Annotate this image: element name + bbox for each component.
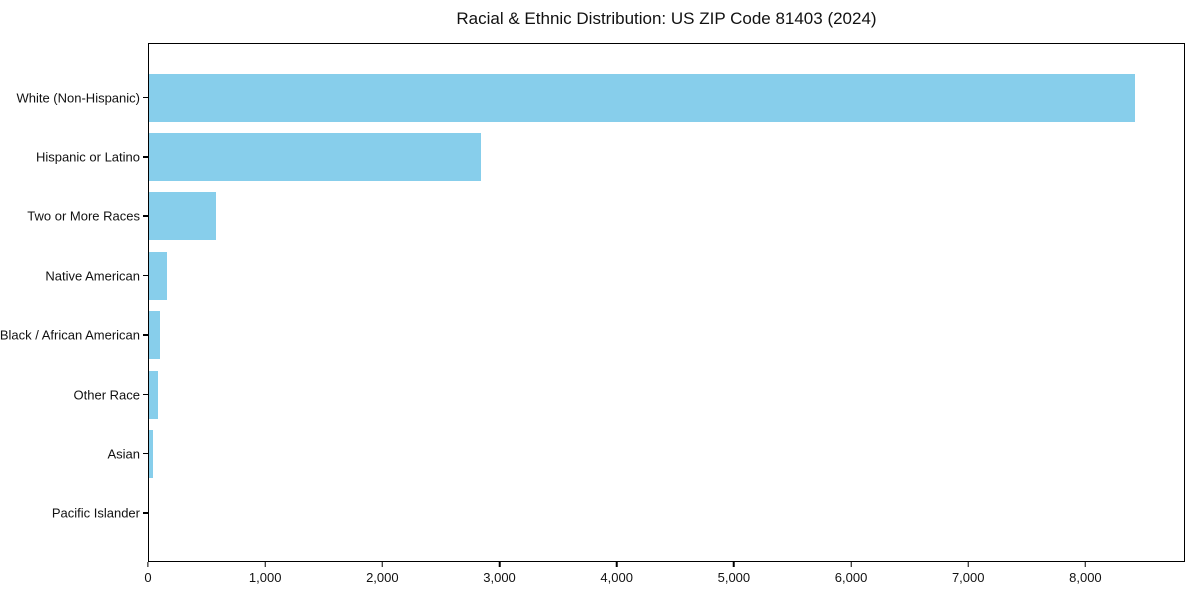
bar-row: Asian	[107, 424, 1184, 483]
bar-row: Black / African American	[0, 306, 1184, 365]
x-tick-label: 4,000	[600, 570, 633, 585]
x-tick-mark	[381, 562, 384, 567]
x-tick-label: 0	[144, 570, 152, 585]
bar-row: Hispanic or Latino	[36, 127, 1184, 186]
y-axis-label: Asian	[107, 446, 140, 462]
plot-area: White (Non-Hispanic) Hispanic or Latino Tw…	[0, 43, 1185, 562]
chart-title: Racial & Ethnic Distribution: US ZIP Cod…	[456, 9, 877, 28]
y-axis-label: Two or More Races	[27, 208, 140, 224]
x-tick-label: 1,000	[248, 570, 282, 585]
bar-row: Two or More Races	[27, 187, 1184, 246]
y-axis-label: Hispanic or Latino	[35, 149, 140, 165]
x-tick: 4,000	[600, 562, 633, 585]
bar	[149, 370, 158, 419]
y-axis-label: Black / African American	[0, 327, 140, 343]
y-axis-label: White (Non-Hispanic)	[16, 90, 140, 106]
y-axis-label: Native American	[45, 268, 140, 284]
x-tick-mark	[147, 562, 149, 567]
y-axis-label: Other Race	[73, 387, 140, 403]
bar	[149, 311, 160, 360]
x-tick-label: 2,000	[366, 570, 399, 585]
bar	[149, 429, 153, 478]
bar	[149, 192, 217, 241]
bars-container: White (Non-Hispanic) Hispanic or Latino Tw…	[0, 44, 1184, 561]
x-tick-mark	[733, 562, 735, 567]
x-axis: 0 1,000 2,000 3,000 4,000 5,000 6,000 7,000 8,00…	[144, 562, 1185, 592]
x-tick: 7,000	[951, 562, 985, 585]
x-tick-label: 3,000	[483, 570, 516, 585]
bar-row: Other Race	[74, 365, 1184, 424]
y-tick-mark	[143, 452, 148, 455]
y-tick-mark	[143, 215, 148, 217]
bar	[149, 73, 1135, 122]
x-tick-mark	[1084, 562, 1087, 567]
bar	[149, 133, 482, 182]
y-tick-mark	[143, 156, 148, 158]
bar	[149, 251, 167, 300]
x-tick: 2,000	[366, 562, 399, 585]
x-tick-mark	[264, 562, 266, 567]
bar-row: Native American	[45, 246, 1184, 305]
x-tick: 5,000	[717, 562, 751, 585]
y-axis-label: Pacific Islander	[51, 505, 140, 521]
x-tick-mark	[967, 562, 969, 567]
y-tick-mark	[143, 274, 148, 277]
x-tick: 3,000	[483, 562, 516, 585]
x-tick-label: 6,000	[834, 570, 868, 585]
x-tick-mark	[615, 562, 618, 567]
x-tick: 6,000	[834, 562, 868, 585]
y-tick-mark	[143, 393, 148, 396]
y-tick-mark	[143, 334, 148, 336]
x-tick-mark	[498, 562, 501, 567]
y-tick-mark	[143, 96, 148, 99]
bar-row: White (Non-Hispanic)	[16, 68, 1184, 127]
y-tick-mark	[143, 512, 148, 514]
x-tick: 0	[144, 562, 152, 585]
x-tick-label: 8,000	[1069, 570, 1102, 585]
x-tick-label: 7,000	[951, 570, 985, 585]
x-tick: 1,000	[248, 562, 282, 585]
x-tick: 8,000	[1069, 562, 1102, 585]
bar-row: Pacific Islander	[52, 484, 1184, 543]
x-tick-mark	[850, 562, 852, 567]
x-tick-label: 5,000	[717, 570, 751, 585]
